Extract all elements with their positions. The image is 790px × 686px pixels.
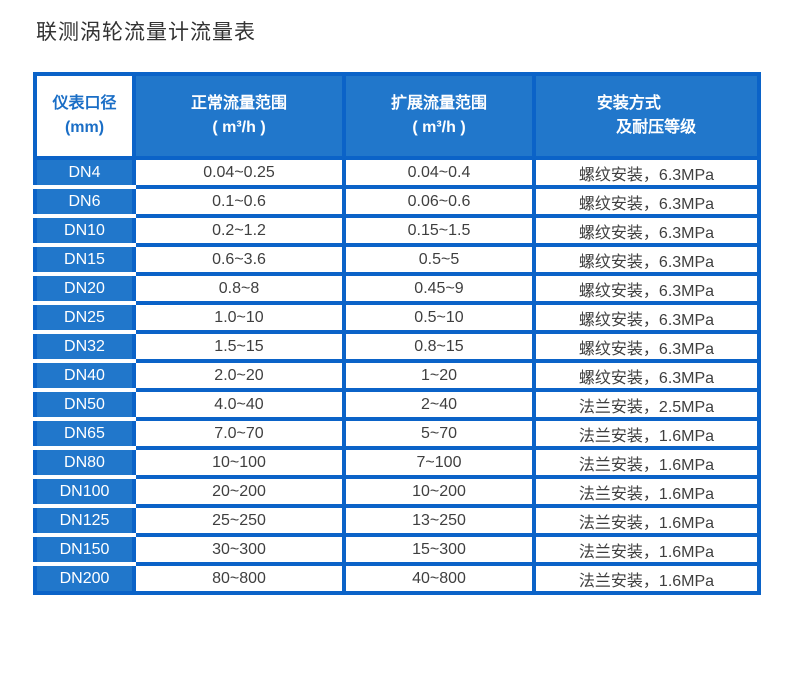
normal-range-cell: 0.2~1.2	[132, 214, 346, 247]
extended-range-cell: 40~800	[342, 562, 536, 595]
header-extended-range: 扩展流量范围 ( m³/h )	[342, 72, 536, 160]
table-row: DN80 10~100 7~100 法兰安装，1.6MPa	[33, 446, 761, 479]
normal-range-cell: 0.04~0.25	[132, 156, 346, 189]
diameter-cell: DN15	[33, 243, 136, 276]
diameter-cell: DN40	[33, 359, 136, 392]
extended-range-cell: 13~250	[342, 504, 536, 537]
normal-range-cell: 25~250	[132, 504, 346, 537]
normal-range-cell: 0.8~8	[132, 272, 346, 305]
normal-range-cell: 1.5~15	[132, 330, 346, 363]
extended-range-cell: 0.8~15	[342, 330, 536, 363]
table-row: DN150 30~300 15~300 法兰安装，1.6MPa	[33, 533, 761, 566]
header-diameter-line2: (mm)	[64, 119, 105, 136]
diameter-cell: DN80	[33, 446, 136, 479]
table-row: DN40 2.0~20 1~20 螺纹安装，6.3MPa	[33, 359, 761, 392]
normal-range-cell: 1.0~10	[132, 301, 346, 334]
extended-range-cell: 5~70	[342, 417, 536, 450]
page-title: 联测涡轮流量计流量表	[36, 21, 256, 44]
diameter-cell: DN20	[33, 272, 136, 305]
install-cell: 法兰安装，1.6MPa	[532, 533, 761, 566]
diameter-cell: DN10	[33, 214, 136, 247]
header-install-line1: 安装方式	[596, 95, 661, 112]
table-row: DN100 20~200 10~200 法兰安装，1.6MPa	[33, 475, 761, 508]
install-cell: 螺纹安装，6.3MPa	[532, 301, 761, 334]
extended-range-cell: 0.15~1.5	[342, 214, 536, 247]
install-cell: 螺纹安装，6.3MPa	[532, 359, 761, 392]
extended-range-cell: 0.45~9	[342, 272, 536, 305]
extended-range-cell: 0.5~5	[342, 243, 536, 276]
table-row: DN125 25~250 13~250 法兰安装，1.6MPa	[33, 504, 761, 537]
diameter-cell: DN125	[33, 504, 136, 537]
normal-range-cell: 4.0~40	[132, 388, 346, 421]
table-row: DN15 0.6~3.6 0.5~5 螺纹安装，6.3MPa	[33, 243, 761, 276]
normal-range-cell: 20~200	[132, 475, 346, 508]
diameter-cell: DN65	[33, 417, 136, 450]
table-row: DN65 7.0~70 5~70 法兰安装，1.6MPa	[33, 417, 761, 450]
table-row: DN6 0.1~0.6 0.06~0.6 螺纹安装，6.3MPa	[33, 185, 761, 218]
table-row: DN50 4.0~40 2~40 法兰安装，2.5MPa	[33, 388, 761, 421]
extended-range-cell: 0.06~0.6	[342, 185, 536, 218]
header-extended-range-line2: ( m³/h )	[412, 119, 466, 136]
install-cell: 螺纹安装，6.3MPa	[532, 185, 761, 218]
table-row: DN32 1.5~15 0.8~15 螺纹安装，6.3MPa	[33, 330, 761, 363]
flow-rate-table: 仪表口径 (mm) 正常流量范围 ( m³/h ) 扩展流量范围 ( m³/h …	[33, 72, 761, 595]
install-cell: 法兰安装，1.6MPa	[532, 562, 761, 595]
table-body: DN4 0.04~0.25 0.04~0.4 螺纹安装，6.3MPa DN6 0…	[33, 156, 761, 595]
normal-range-cell: 7.0~70	[132, 417, 346, 450]
install-cell: 法兰安装，1.6MPa	[532, 417, 761, 450]
table-row: DN20 0.8~8 0.45~9 螺纹安装，6.3MPa	[33, 272, 761, 305]
diameter-cell: DN25	[33, 301, 136, 334]
table-row: DN10 0.2~1.2 0.15~1.5 螺纹安装，6.3MPa	[33, 214, 761, 247]
extended-range-cell: 0.04~0.4	[342, 156, 536, 189]
diameter-cell: DN150	[33, 533, 136, 566]
header-extended-range-line1: 扩展流量范围	[390, 95, 487, 112]
install-cell: 螺纹安装，6.3MPa	[532, 156, 761, 189]
normal-range-cell: 80~800	[132, 562, 346, 595]
extended-range-cell: 10~200	[342, 475, 536, 508]
header-row: 仪表口径 (mm) 正常流量范围 ( m³/h ) 扩展流量范围 ( m³/h …	[33, 72, 761, 160]
table-row: DN4 0.04~0.25 0.04~0.4 螺纹安装，6.3MPa	[33, 156, 761, 189]
normal-range-cell: 0.1~0.6	[132, 185, 346, 218]
install-cell: 螺纹安装，6.3MPa	[532, 330, 761, 363]
normal-range-cell: 0.6~3.6	[132, 243, 346, 276]
install-cell: 螺纹安装，6.3MPa	[532, 272, 761, 305]
diameter-cell: DN6	[33, 185, 136, 218]
header-install: 安装方式 及耐压等级	[532, 72, 761, 160]
diameter-cell: DN50	[33, 388, 136, 421]
extended-range-cell: 15~300	[342, 533, 536, 566]
header-normal-range: 正常流量范围 ( m³/h )	[132, 72, 346, 160]
header-diameter: 仪表口径 (mm)	[33, 72, 136, 160]
header-normal-range-line1: 正常流量范围	[190, 95, 287, 112]
table-row: DN200 80~800 40~800 法兰安装，1.6MPa	[33, 562, 761, 595]
diameter-cell: DN4	[33, 156, 136, 189]
header-normal-range-line2: ( m³/h )	[212, 119, 266, 136]
normal-range-cell: 30~300	[132, 533, 346, 566]
install-cell: 法兰安装，2.5MPa	[532, 388, 761, 421]
normal-range-cell: 10~100	[132, 446, 346, 479]
extended-range-cell: 0.5~10	[342, 301, 536, 334]
extended-range-cell: 7~100	[342, 446, 536, 479]
normal-range-cell: 2.0~20	[132, 359, 346, 392]
diameter-cell: DN200	[33, 562, 136, 595]
install-cell: 法兰安装，1.6MPa	[532, 504, 761, 537]
install-cell: 法兰安装，1.6MPa	[532, 475, 761, 508]
diameter-cell: DN32	[33, 330, 136, 363]
diameter-cell: DN100	[33, 475, 136, 508]
install-cell: 螺纹安装，6.3MPa	[532, 214, 761, 247]
header-install-line2: 及耐压等级	[616, 119, 697, 136]
table-row: DN25 1.0~10 0.5~10 螺纹安装，6.3MPa	[33, 301, 761, 334]
install-cell: 螺纹安装，6.3MPa	[532, 243, 761, 276]
install-cell: 法兰安装，1.6MPa	[532, 446, 761, 479]
extended-range-cell: 2~40	[342, 388, 536, 421]
extended-range-cell: 1~20	[342, 359, 536, 392]
header-diameter-line1: 仪表口径	[52, 95, 117, 112]
